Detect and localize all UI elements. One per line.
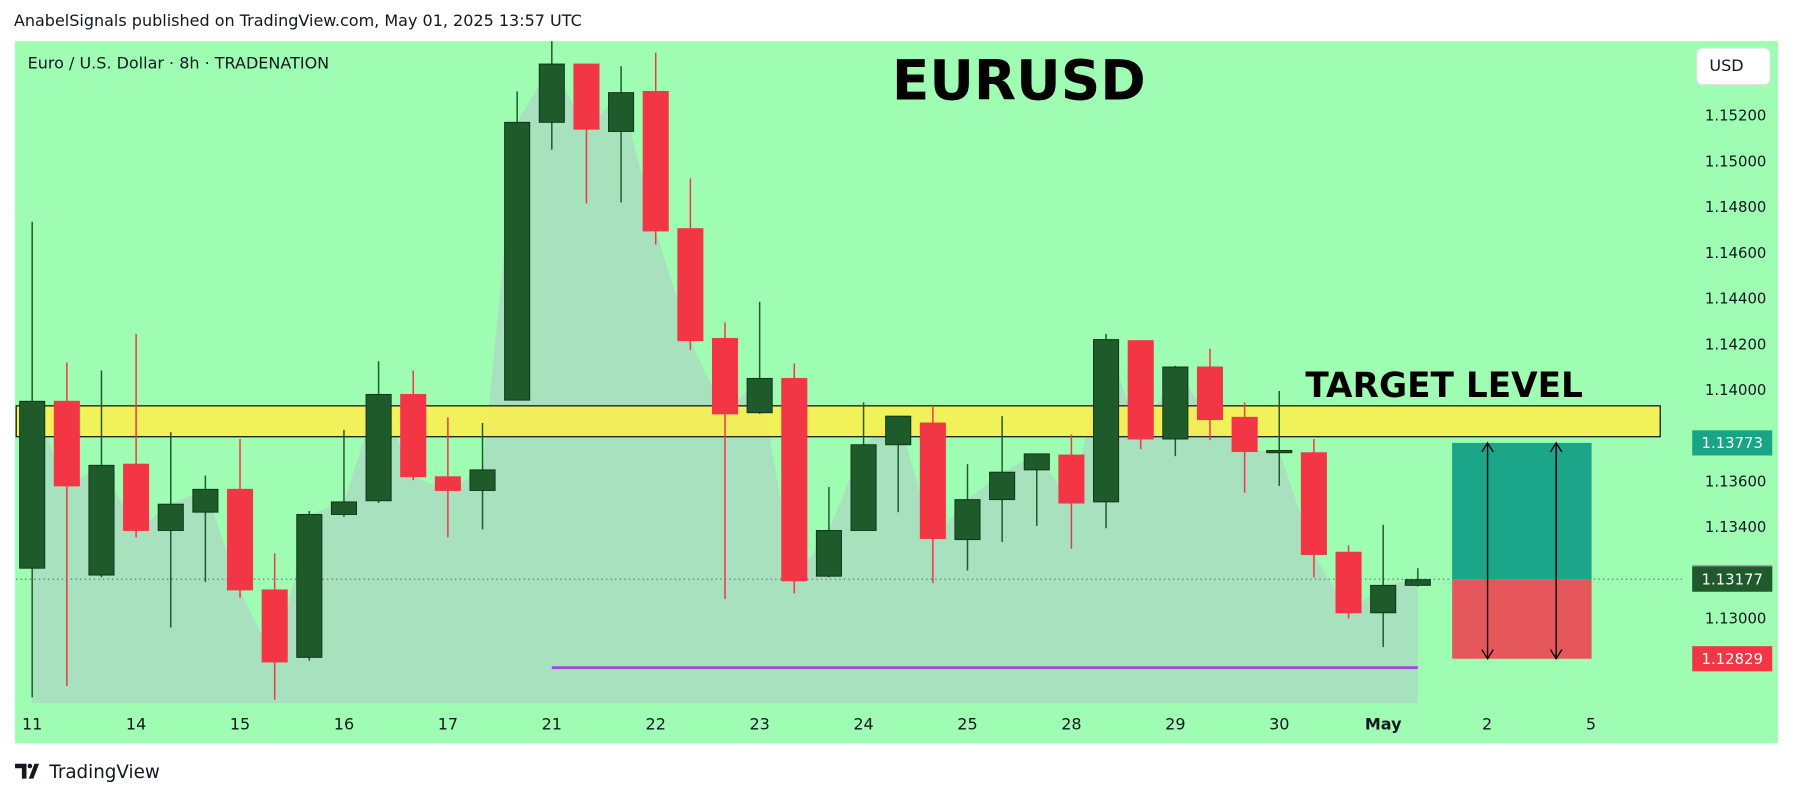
candle-body [400,393,427,478]
y-tick-label: 1.14000 [1705,381,1766,399]
candle-body [642,91,669,232]
candle-body [19,400,46,569]
candle-body [850,444,877,531]
candle-body [1404,579,1431,586]
candle-body [1335,551,1362,614]
currency-label: USD [1709,56,1743,75]
x-tick-label: 23 [749,714,769,733]
price-tag [1692,430,1773,456]
x-tick-label: 15 [230,714,250,733]
candle-body [954,499,981,541]
zone-label: TARGET LEVEL [1305,366,1583,406]
candle-body [1266,449,1293,454]
candle-body [88,464,115,576]
price-tag-label: 1.13773 [1702,434,1763,452]
y-tick-label: 1.14400 [1705,290,1766,308]
candle-body [365,393,392,502]
candle-body [123,463,150,531]
candle-body [261,589,288,663]
arrow-head [1481,441,1494,661]
arrow-head [1549,441,1563,661]
loss-box [1452,579,1592,659]
profit-box [1452,442,1592,580]
x-tick-label: 11 [22,714,42,733]
y-tick-label: 1.14200 [1705,335,1766,353]
candle-body [504,121,531,401]
symbol-info: Euro / U.S. Dollar · 8h · TRADENATION [28,54,330,73]
currency-button[interactable] [1696,47,1771,86]
x-tick-label: 28 [1061,714,1081,733]
x-tick-label: 30 [1269,714,1289,733]
candle-body [1196,366,1224,421]
candle-body [711,337,739,415]
candle-body [538,63,565,123]
candle-body [192,488,219,513]
candle-body [157,503,184,531]
candle-body [1023,453,1050,471]
tv-logo [15,763,40,779]
y-tick-label: 1.13400 [1705,518,1766,536]
y-tick-label: 1.14600 [1705,244,1766,262]
publish-info: AnabelSignals published on TradingView.c… [14,11,582,30]
x-tick-label: 21 [542,714,562,733]
price-tag [1692,646,1773,672]
candle-body [434,476,461,491]
candle-body [677,228,704,342]
x-tick-label: May [1365,714,1402,733]
candle-body [469,469,496,491]
candle-body [53,400,80,487]
x-tick-label: 25 [957,714,977,733]
x-tick-label: 17 [438,714,458,733]
candle-body [608,92,635,132]
y-tick-label: 1.14800 [1705,198,1766,216]
price-tag-label: 1.13177 [1702,570,1763,588]
brand-name: TradingView [48,762,160,783]
y-tick-label: 1.15000 [1705,152,1766,170]
candle-body [989,471,1016,501]
candle-body [919,422,946,539]
candle-body [1127,340,1154,440]
candle-body [885,415,912,446]
x-tick-label: 2 [1482,714,1492,733]
candle-body [815,530,842,577]
chart-title: EURUSD [892,49,1146,113]
candle-body [1300,452,1327,555]
candle-body [573,63,600,130]
y-tick-label: 1.13000 [1705,610,1766,628]
candle-body [746,377,773,414]
candle-body [1370,584,1397,614]
candle-body [1058,454,1085,504]
candle-body [1162,366,1189,440]
x-tick-label: 24 [853,714,873,733]
price-tag-label: 1.12829 [1702,650,1763,668]
x-tick-label: 16 [334,714,354,733]
price-tag [1692,566,1773,592]
candle-body [781,377,808,582]
candle-body [1231,416,1258,453]
y-tick-label: 1.13600 [1705,472,1766,490]
candle-body [296,514,323,658]
x-tick-label: 22 [646,714,666,733]
x-tick-label: 5 [1586,714,1596,733]
target-zone [15,405,1661,438]
candle-body [1093,339,1120,503]
candle-body [227,488,254,591]
x-tick-label: 29 [1165,714,1185,733]
x-tick-label: 14 [126,714,146,733]
y-tick-label: 1.15200 [1705,107,1766,125]
candle-body [330,501,357,515]
